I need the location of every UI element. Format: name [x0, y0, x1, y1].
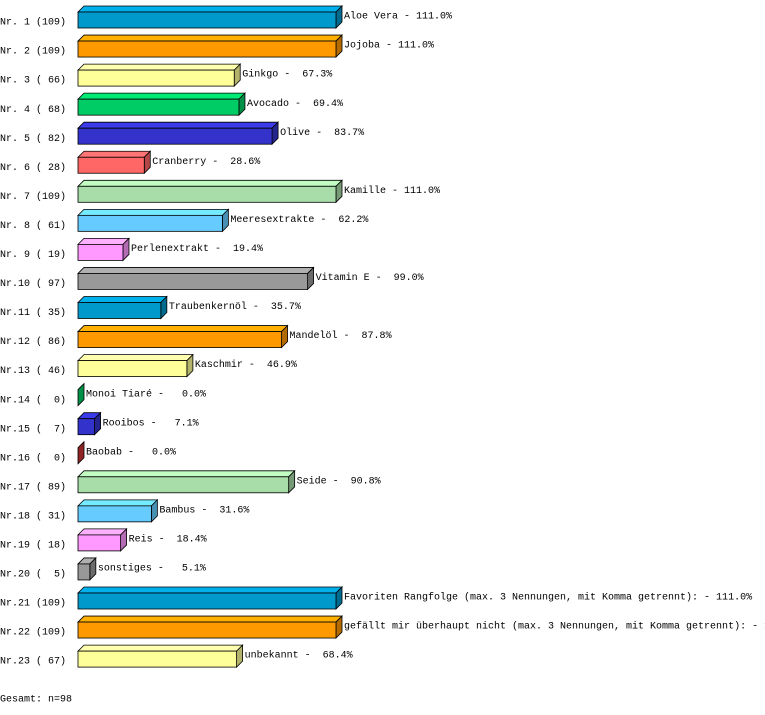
category-label: Nr.22 (109) — [0, 627, 66, 639]
category-label: Nr.23 ( 67) — [0, 656, 66, 668]
category-label: Nr.14 ( 0) — [0, 394, 66, 406]
bar — [77, 592, 337, 610]
bar-annotation: Olive - 83.7% — [280, 127, 364, 139]
bar-top — [77, 237, 130, 245]
bar-annotation: Aloe Vera - 111.0% — [344, 11, 452, 23]
bar-annotation: Kaschmir - 46.9% — [195, 359, 297, 371]
bar-top — [77, 528, 128, 536]
bar — [77, 273, 308, 290]
bar — [77, 11, 337, 29]
bar-annotation: Baobab - 0.0% — [86, 446, 176, 458]
footer: Gesamt: n=98 — [0, 695, 72, 706]
category-label: Nr. 1 (109) — [0, 17, 66, 29]
bar-annotation: Jojoba - 111.0% — [344, 40, 434, 52]
bar-top — [77, 150, 152, 158]
bar-side — [77, 382, 85, 407]
bar-top — [77, 354, 194, 362]
bar-top — [77, 615, 343, 623]
bar-annotation: Reis - 18.4% — [129, 534, 207, 546]
bar-annotation: Meeresextrakte - 62.2% — [230, 214, 368, 226]
category-label: Nr.18 ( 31) — [0, 510, 66, 522]
bar-annotation: Kamille - 111.0% — [344, 185, 440, 197]
bar-top — [77, 121, 280, 129]
bar-annotation: Favoriten Rangfolge (max. 3 Nennungen, m… — [344, 592, 752, 604]
bar — [77, 418, 95, 436]
bar — [77, 156, 145, 174]
bar-top — [77, 499, 159, 507]
category-label: Nr.17 ( 89) — [0, 481, 66, 493]
bar-annotation: gefällt mir überhaupt nicht (max. 3 Nenn… — [344, 621, 765, 633]
bar — [77, 127, 273, 145]
bar — [77, 534, 122, 552]
category-label: Nr. 5 ( 82) — [0, 133, 66, 145]
category-label: Nr. 6 ( 28) — [0, 162, 66, 174]
bar-top — [77, 644, 244, 652]
bar — [77, 214, 223, 232]
bar-annotation: Vitamin E - 99.0% — [316, 272, 424, 284]
bar-top — [77, 586, 343, 594]
bar-annotation: Perlenextrakt - 19.4% — [131, 243, 263, 255]
bar-top — [77, 325, 289, 332]
bar-annotation: Cranberry - 28.6% — [152, 156, 260, 168]
bar-annotation: sonstiges - 5.1% — [98, 563, 206, 575]
bar-annotation: Seide - 90.8% — [297, 475, 381, 487]
bar — [77, 302, 162, 319]
bar-top — [77, 179, 343, 187]
bar-annotation: unbekannt - 68.4% — [245, 650, 353, 662]
bar-top — [77, 267, 315, 274]
category-label: Nr.13 ( 46) — [0, 365, 66, 377]
bar — [77, 621, 337, 639]
bar-annotation: Avocado - 69.4% — [247, 98, 343, 110]
category-label: Nr.10 ( 97) — [0, 278, 66, 290]
bar-annotation: Rooibos - 7.1% — [103, 417, 199, 429]
bar-top — [77, 208, 230, 216]
category-label: Nr. 9 ( 19) — [0, 249, 66, 261]
bar-annotation: Ginkgo - 67.3% — [242, 69, 332, 81]
category-label: Nr. 3 ( 66) — [0, 75, 66, 87]
bar-top — [77, 34, 343, 42]
bar — [77, 243, 124, 261]
category-label: Nr. 7 (109) — [0, 191, 66, 203]
bar — [77, 69, 235, 87]
category-label: Nr.16 ( 0) — [0, 452, 66, 464]
category-label: Nr.19 ( 18) — [0, 540, 66, 552]
bar — [77, 476, 290, 494]
category-label: Nr.21 (109) — [0, 598, 66, 610]
category-label: Nr.12 ( 86) — [0, 336, 66, 348]
category-label: Nr. 2 (109) — [0, 46, 66, 58]
bar-annotation: Monoi Tiaré - 0.0% — [86, 388, 206, 400]
bar — [77, 185, 337, 203]
bar-top — [77, 92, 246, 100]
bar — [77, 331, 282, 348]
bar-top — [77, 470, 296, 478]
bar — [77, 360, 188, 378]
bar-annotation: Bambus - 31.6% — [159, 504, 249, 516]
bar — [77, 505, 152, 523]
category-label: Nr. 4 ( 68) — [0, 104, 66, 116]
category-label: Nr. 8 ( 61) — [0, 220, 66, 232]
bar — [77, 650, 237, 668]
bar — [77, 563, 91, 581]
bar-annotation: Mandelöl - 87.8% — [290, 330, 392, 342]
category-label: Nr.20 ( 5) — [0, 569, 66, 581]
category-label: Nr.11 ( 35) — [0, 307, 66, 319]
bar — [77, 40, 337, 58]
bar-annotation: Traubenkernöl - 35.7% — [169, 301, 301, 313]
bar-top — [77, 63, 242, 71]
bar-side — [77, 440, 85, 465]
bar-top — [77, 296, 168, 303]
category-label: Nr.15 ( 7) — [0, 423, 66, 435]
bar-top — [77, 5, 343, 13]
bar — [77, 98, 240, 116]
